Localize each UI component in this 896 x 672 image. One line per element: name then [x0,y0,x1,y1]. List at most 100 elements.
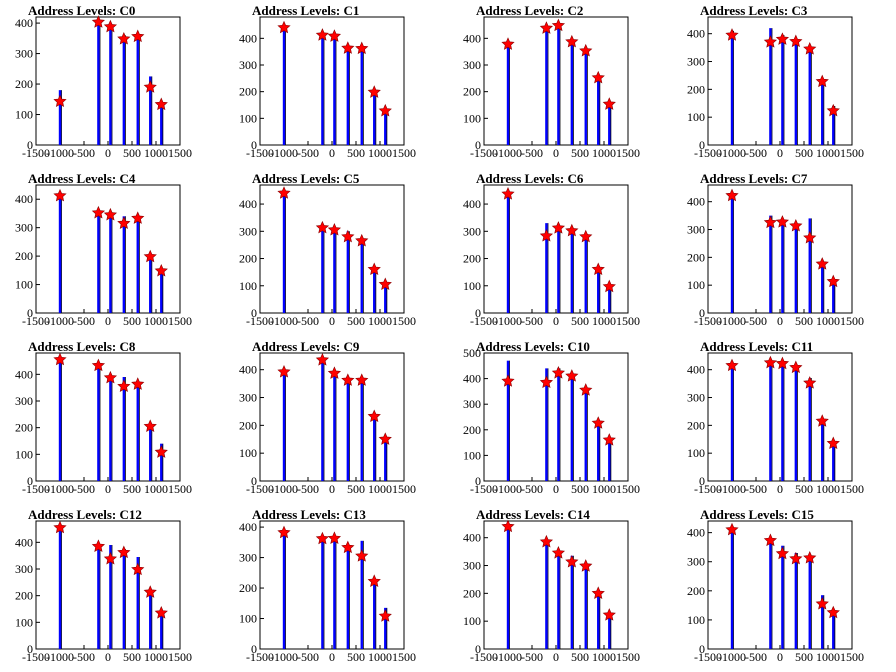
y-tick-label: 200 [687,584,705,598]
peak-star-marker [131,29,145,43]
panel-c11: Address Levels: C11-1500-1000 -500 0 500 100… [687,339,864,496]
y-tick-label: 0 [27,642,33,656]
x-tick-label: 1500 [840,482,864,496]
x-tick-label: 500 [123,482,141,496]
peak-bar [282,371,286,481]
plot-frame [707,520,853,650]
x-tick-label: 1500 [168,650,192,664]
peak-bar [769,361,772,481]
x-tick-label: -500 [297,482,319,496]
peak-star-marker [315,353,330,366]
y-tick-label: 100 [687,446,705,460]
peak-bar [97,545,100,649]
y-tick-label: 200 [239,85,257,99]
peak-bar [808,555,811,649]
peak-star-marker [103,551,118,565]
peak-bar [608,438,611,481]
y-tick-label: 500 [463,346,481,360]
x-tick-label: -500 [745,314,767,328]
panel-c1: Address Levels: C1-1500-1000 -500 0 500 1000… [239,3,416,160]
x-tick-label: 0 [329,314,335,328]
peak-bar [58,526,62,649]
panel-title: Address Levels: C12 [28,507,142,522]
panel-c14: Address Levels: C14-1500-1000 -500 0 500 100… [463,507,640,664]
peak-star-marker [327,366,342,379]
x-tick-label: -500 [521,314,543,328]
x-tick-label: 1000 [592,314,616,328]
peak-star-marker [775,215,790,228]
peak-bar [608,614,611,649]
y-tick-label: 400 [687,526,705,540]
peak-star-marker [327,29,342,42]
peak-bar [373,91,376,145]
plot-frame [483,16,629,146]
y-tick-label: 0 [475,138,481,152]
x-tick-label: 1000 [144,314,168,328]
x-tick-label: -1000 [270,314,298,328]
peak-bar [333,34,336,146]
peak-star-marker [143,585,157,598]
peak-bar [321,34,324,146]
peak-bar [545,540,548,649]
y-tick-label: 200 [239,252,257,266]
y-tick-label: 300 [15,394,33,408]
peak-star-marker [367,262,381,276]
panel-title: Address Levels: C1 [252,3,359,18]
peak-star-marker [501,519,515,533]
x-tick-label: 1000 [144,650,168,664]
peak-star-marker [315,28,330,41]
panel-title: Address Levels: C2 [476,3,583,18]
peak-bar [794,223,798,313]
panel-title: Address Levels: C15 [700,507,814,522]
peak-star-marker [91,539,106,552]
plot-frame [35,16,181,146]
peak-bar [149,256,152,313]
peak-star-marker [53,94,67,108]
peak-star-marker [579,383,593,396]
peak-bar [122,35,126,145]
plot-frame [35,520,181,650]
x-tick-label: 500 [123,146,141,160]
x-tick-label: -500 [745,146,767,160]
peak-bar [570,373,574,481]
peak-star-marker [117,31,131,45]
peak-bar [808,378,811,481]
peak-bar [136,35,139,145]
peak-star-marker [277,525,291,539]
peak-bar [832,442,835,481]
peak-star-marker [551,366,566,379]
x-tick-label: 0 [553,314,559,328]
x-tick-label: 0 [105,314,111,328]
peak-star-marker [315,220,330,234]
peak-bar [608,285,611,313]
peak-bar [346,231,350,313]
x-tick-label: 500 [571,146,589,160]
x-tick-label: -1500 [694,650,722,664]
x-tick-label: -500 [521,482,543,496]
x-tick-label: 0 [777,650,783,664]
y-tick-label: 0 [27,306,33,320]
panel-c0: Address Levels: C0-1500-1000 -500 0 500 1000… [15,3,192,160]
y-tick-label: 200 [15,249,33,263]
y-tick-label: 0 [475,474,481,488]
peak-bar [333,228,336,313]
plot-frame [35,352,181,482]
x-tick-label: 1500 [168,314,192,328]
y-tick-label: 400 [687,195,705,209]
peak-bar [557,551,560,649]
x-tick-label: 1000 [816,482,840,496]
peak-star-marker [803,551,817,564]
panel-c3: Address Levels: C3-1500-1000 -500 0 500 1000… [687,3,864,160]
y-tick-label: 200 [239,581,257,595]
x-tick-label: 500 [571,650,589,664]
x-tick-label: 1500 [392,482,416,496]
peak-bar [373,415,376,481]
peak-star-marker [789,551,803,565]
peak-star-marker [539,534,554,548]
y-tick-label: 0 [27,138,33,152]
y-tick-label: 200 [463,85,481,99]
x-tick-label: 0 [105,482,111,496]
peak-bar [122,377,126,481]
x-tick-label: 500 [347,482,365,496]
peak-star-marker [803,230,817,244]
